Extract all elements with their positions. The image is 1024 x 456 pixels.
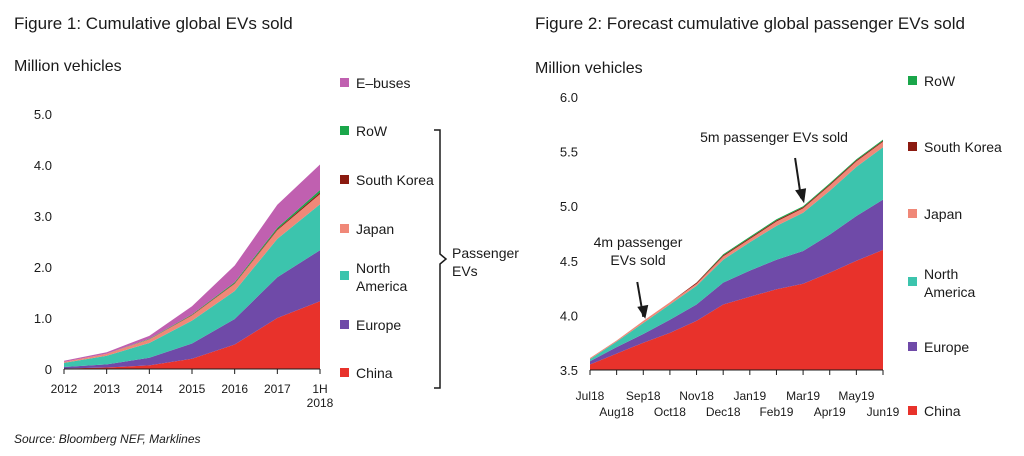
figure-2-y-unit-label: Million vehicles [535,60,643,77]
figure-1-legend-label-north-america: North America [356,260,408,294]
figure-1-y-tick-label: 3.0 [34,209,52,224]
figure-1-y-unit-label: Million vehicles [14,58,122,75]
figure-1-x-tick-label: 2013 [93,382,120,396]
figure-2-legend-swatch-north-america [908,277,917,286]
figure-2-chart: 6.0 5.5 5.0 4.5 4.0 3.5 Jul18 Aug18 Sep18 Oct18 No… [560,73,1002,419]
figure-1-legend-swatch-north-america [340,271,349,280]
figure-2-y-tick-label: 5.5 [560,145,578,160]
annotation-4m-arrow-head [637,304,649,319]
figure-2-x-tick-label: Dec18 [706,405,741,419]
figure-1-title: Figure 1: Cumulative global EVs sold [14,14,293,33]
figure-1-y-tick-label: 4.0 [34,158,52,173]
figure-1-legend-label-europe: Europe [356,317,401,333]
figure-2-x-tick-label: Apr19 [814,405,846,419]
figure-2-legend-swatch-europe [908,342,917,351]
figure-2-y-tick-label: 4.5 [560,254,578,269]
figure-1-y-tick-label: 1.0 [34,311,52,326]
figure-2-x-tick-label: Jul18 [576,389,605,403]
figure-1-x-tick-label: 2014 [136,382,163,396]
source-note: Source: Bloomberg NEF, Marklines [14,432,201,446]
figure-2-x-tick-label: Aug18 [599,405,634,419]
annotation-4m-label: 4m passenger EVs sold [594,234,683,268]
figure-2-y-tick-label: 6.0 [560,90,578,105]
figure-2-x-tick-label: Oct18 [654,405,686,419]
figure-1-x-tick-label: 2017 [264,382,291,396]
figure-1-x-tick-label: 2012 [51,382,78,396]
figure-1-y-tick-label: 5.0 [34,107,52,122]
figure-2-x-tick-label: Jun19 [867,405,900,419]
figure-1-legend-swatch-china [340,368,349,377]
passenger-evs-bracket [434,129,448,389]
figure-1-legend-label-china: China [356,365,393,381]
figure-2-x-tick-label: Sep18 [626,389,661,403]
figure-1-legend-swatch-japan [340,224,349,233]
figure-1-area-europe [64,250,320,369]
figure-2-legend-label-south-korea: South Korea [924,139,1002,155]
figure-2-x-tick-label: Nov18 [679,389,714,403]
annotation-5m-label: 5m passenger EVs sold [700,129,848,145]
annotation-5m-arrow-head [795,188,807,204]
figure-1-legend-label-e-buses: E–buses [356,75,410,91]
figure-1-x-tick-label: 2016 [221,382,248,396]
figure-1-legend-swatch-europe [340,320,349,329]
figure-2-x-tick-label: Mar19 [786,389,820,403]
figure-1-chart: 5.0 4.0 3.0 2.0 1.0 0 2012 2013 2014 2015 2016 2017… [34,75,519,410]
figure-2-x-tick-label: May19 [838,389,874,403]
figure-2-area-japan [590,141,883,360]
figure-2-x-tick-label: Jan19 [733,389,766,403]
figure-2-legend-label-europe: Europe [924,339,969,355]
figure-2-legend-label-china: China [924,403,961,419]
figure-2-y-tick-label: 5.0 [560,199,578,214]
figure-2-legend-swatch-row [908,76,917,85]
figure-2-legend-swatch-japan [908,209,917,218]
figure-2-legend-swatch-china [908,406,917,415]
figure-2-title: Figure 2: Forecast cumulative global pas… [535,14,965,33]
figure-1-legend-swatch-row [340,126,349,135]
figure-1-x-tick-label: 2015 [179,382,206,396]
figure-1-y-tick-label: 2.0 [34,260,52,275]
figure-1-legend-swatch-south-korea [340,175,349,184]
figure-1-y-tick-label: 0 [45,362,52,377]
figure-2-area-china [590,249,883,370]
figure-2-x-tick-label: Feb19 [759,405,793,419]
figure-1-legend-swatch-e-buses [340,78,349,87]
figure-2-legend-swatch-south-korea [908,142,917,151]
figure-2-legend-label-japan: Japan [924,206,962,222]
figure-2-area-europe [590,199,883,365]
figure-1-legend-label-south-korea: South Korea [356,172,434,188]
figure-2-legend-label-north-america: North America [924,266,976,300]
figure-1-area-china [64,301,320,369]
figure-2-y-tick-label: 4.0 [560,308,578,323]
figure-2-area-north-america [590,147,883,362]
figure-2-legend-label-row: RoW [924,73,956,89]
passenger-evs-bracket-label: Passenger EVs [452,245,519,279]
figure-2-y-tick-label: 3.5 [560,363,578,378]
figure-1-legend-label-japan: Japan [356,221,394,237]
figure-1-area-north-america [64,204,320,367]
figure-1-legend-label-row: RoW [356,123,388,139]
figure-1-x-tick-label: 1H 2018 [307,382,334,410]
